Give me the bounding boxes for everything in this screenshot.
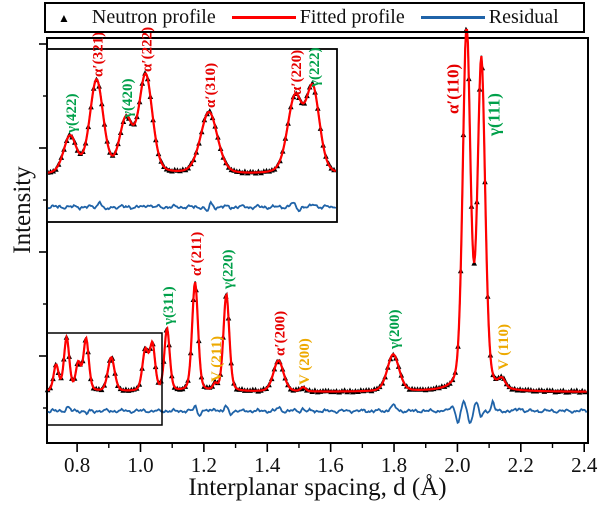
x-tick-label: 1.2 [191, 453, 217, 477]
x-tick-label: 1.0 [127, 453, 153, 477]
residual-line-icon [420, 16, 485, 19]
legend-label-fitted: Fitted profile [299, 6, 405, 28]
peak-label: V (110) [496, 324, 512, 370]
fitted-line-icon [231, 16, 296, 19]
y-axis-title: Intensity [9, 166, 36, 254]
peak-label: α′(310) [203, 63, 219, 108]
legend-label-residual: Residual [488, 6, 559, 28]
x-tick-label: 2.0 [444, 453, 470, 477]
peak-label: γ(420) [120, 78, 136, 119]
fitted-profile-line [47, 28, 587, 393]
peak-label: α′(321) [91, 32, 107, 77]
peak-label: α′(110) [444, 64, 463, 114]
axes: 0.8 1.0 1.2 1.4 1.6 1.8 2.0 2.2 2.4 [39, 37, 598, 477]
x-tick-label: 0.8 [64, 453, 90, 477]
x-tick-label: 1.4 [254, 453, 281, 477]
residual-line [48, 200, 336, 213]
peak-label: γ(311) [161, 286, 177, 326]
peak-label: α′(220) [289, 50, 305, 95]
peak-label: V (200) [297, 338, 313, 385]
peak-label: γ(422) [64, 93, 80, 134]
x-axis-title: Interplanar spacing, d (Å) [188, 474, 447, 501]
peak-label: V (211) [209, 336, 225, 382]
residual-line [47, 398, 588, 425]
inset-panel [46, 48, 338, 223]
inset-source-box [46, 332, 163, 426]
x-tick-label: 2.2 [508, 453, 534, 477]
main-profile [44, 26, 588, 425]
x-tick-label: 1.8 [381, 453, 407, 477]
legend: ▲ Neutron profile Fitted profile Residua… [44, 2, 585, 33]
peak-label: α′(200) [273, 311, 289, 356]
fitted-profile-line [48, 72, 336, 174]
neutron-marker-icon: ▲ [58, 10, 70, 25]
inset-profile [48, 70, 336, 213]
peak-labels: γ(422) α′(321) γ(420)α′(222) α′(310) α′(220)… [64, 27, 512, 385]
x-tick-label: 2.4 [571, 453, 598, 477]
legend-label-neutron: Neutron profile [91, 6, 216, 28]
peak-label: γ(200) [387, 309, 403, 350]
peak-label: γ(111) [484, 93, 503, 137]
x-tick-label: 1.6 [318, 453, 344, 477]
peak-label: γ(222) [307, 47, 323, 88]
peak-label: α′(222) [140, 27, 156, 72]
peak-label: γ(220) [220, 249, 236, 290]
peak-label: α′(211) [189, 232, 205, 276]
inset-border [46, 48, 338, 223]
